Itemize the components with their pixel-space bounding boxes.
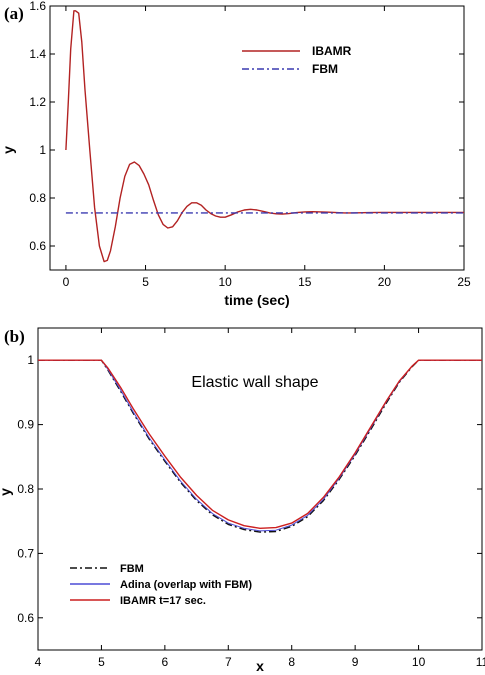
y-tick-label: 0.8 [29, 191, 46, 205]
x-tick-label: 20 [378, 275, 392, 289]
legend: IBAMR FBM [242, 44, 352, 76]
series-line [38, 359, 482, 529]
y-tick-label: 1.4 [29, 47, 46, 61]
series-line [65, 10, 464, 263]
x-tick-label: 6 [162, 655, 169, 669]
x-tick-label: 15 [298, 275, 312, 289]
y-axis-label: y [0, 488, 13, 496]
panel-label: (a) [4, 4, 24, 23]
x-tick-label: 8 [288, 655, 295, 669]
y-tick-label: 0.7 [17, 546, 34, 560]
x-tick-label: 5 [98, 655, 105, 669]
x-tick-label: 4 [35, 655, 42, 669]
annotation: Elastic wall shape [191, 374, 318, 391]
panel-label: (b) [4, 327, 25, 346]
plot-frame [49, 5, 465, 271]
legend-entry: IBAMR t=17 sec. [120, 595, 206, 607]
y-tick-label: 0.6 [29, 239, 46, 253]
y-tick-label: 1.2 [29, 95, 46, 109]
legend-entry: FBM [312, 62, 338, 76]
x-tick-label: 5 [142, 275, 149, 289]
x-tick-label: 11 [476, 655, 485, 669]
chart-panel-a: 0 5 10 15 20 25 0.6 0.8 1 1.2 1.4 1.6 time (sec) y (a)… [0, 0, 471, 308]
x-tick-label: 25 [457, 275, 471, 289]
y-axis-label: y [0, 146, 16, 154]
y-tick-label: 1.6 [29, 0, 46, 13]
legend-entry: Adina (overlap with FBM) [120, 579, 252, 591]
legend: FBM Adina (overlap with FBM) IBAMR t=17 se… [70, 563, 252, 607]
series-line [38, 359, 482, 533]
x-tick-label: 10 [412, 655, 426, 669]
x-tick-label: 0 [63, 275, 70, 289]
chart-panel-b: 4 5 6 7 8 9 10 11 0.6 0.7 0.8 0.9 1 x y (b) Elastic wall… [0, 327, 485, 674]
y-tick-label: 1 [39, 143, 46, 157]
x-axis-label: x [256, 658, 264, 674]
x-tick-label: 10 [218, 275, 232, 289]
legend-entry: FBM [120, 563, 144, 575]
y-tick-label: 0.8 [17, 482, 34, 496]
y-tick-label: 1 [27, 353, 34, 367]
x-tick-label: 7 [225, 655, 232, 669]
y-tick-label: 0.9 [17, 418, 34, 432]
y-tick-label: 0.6 [17, 611, 34, 625]
x-axis-label: time (sec) [224, 292, 289, 308]
legend-entry: IBAMR [312, 44, 352, 58]
x-tick-label: 9 [352, 655, 359, 669]
